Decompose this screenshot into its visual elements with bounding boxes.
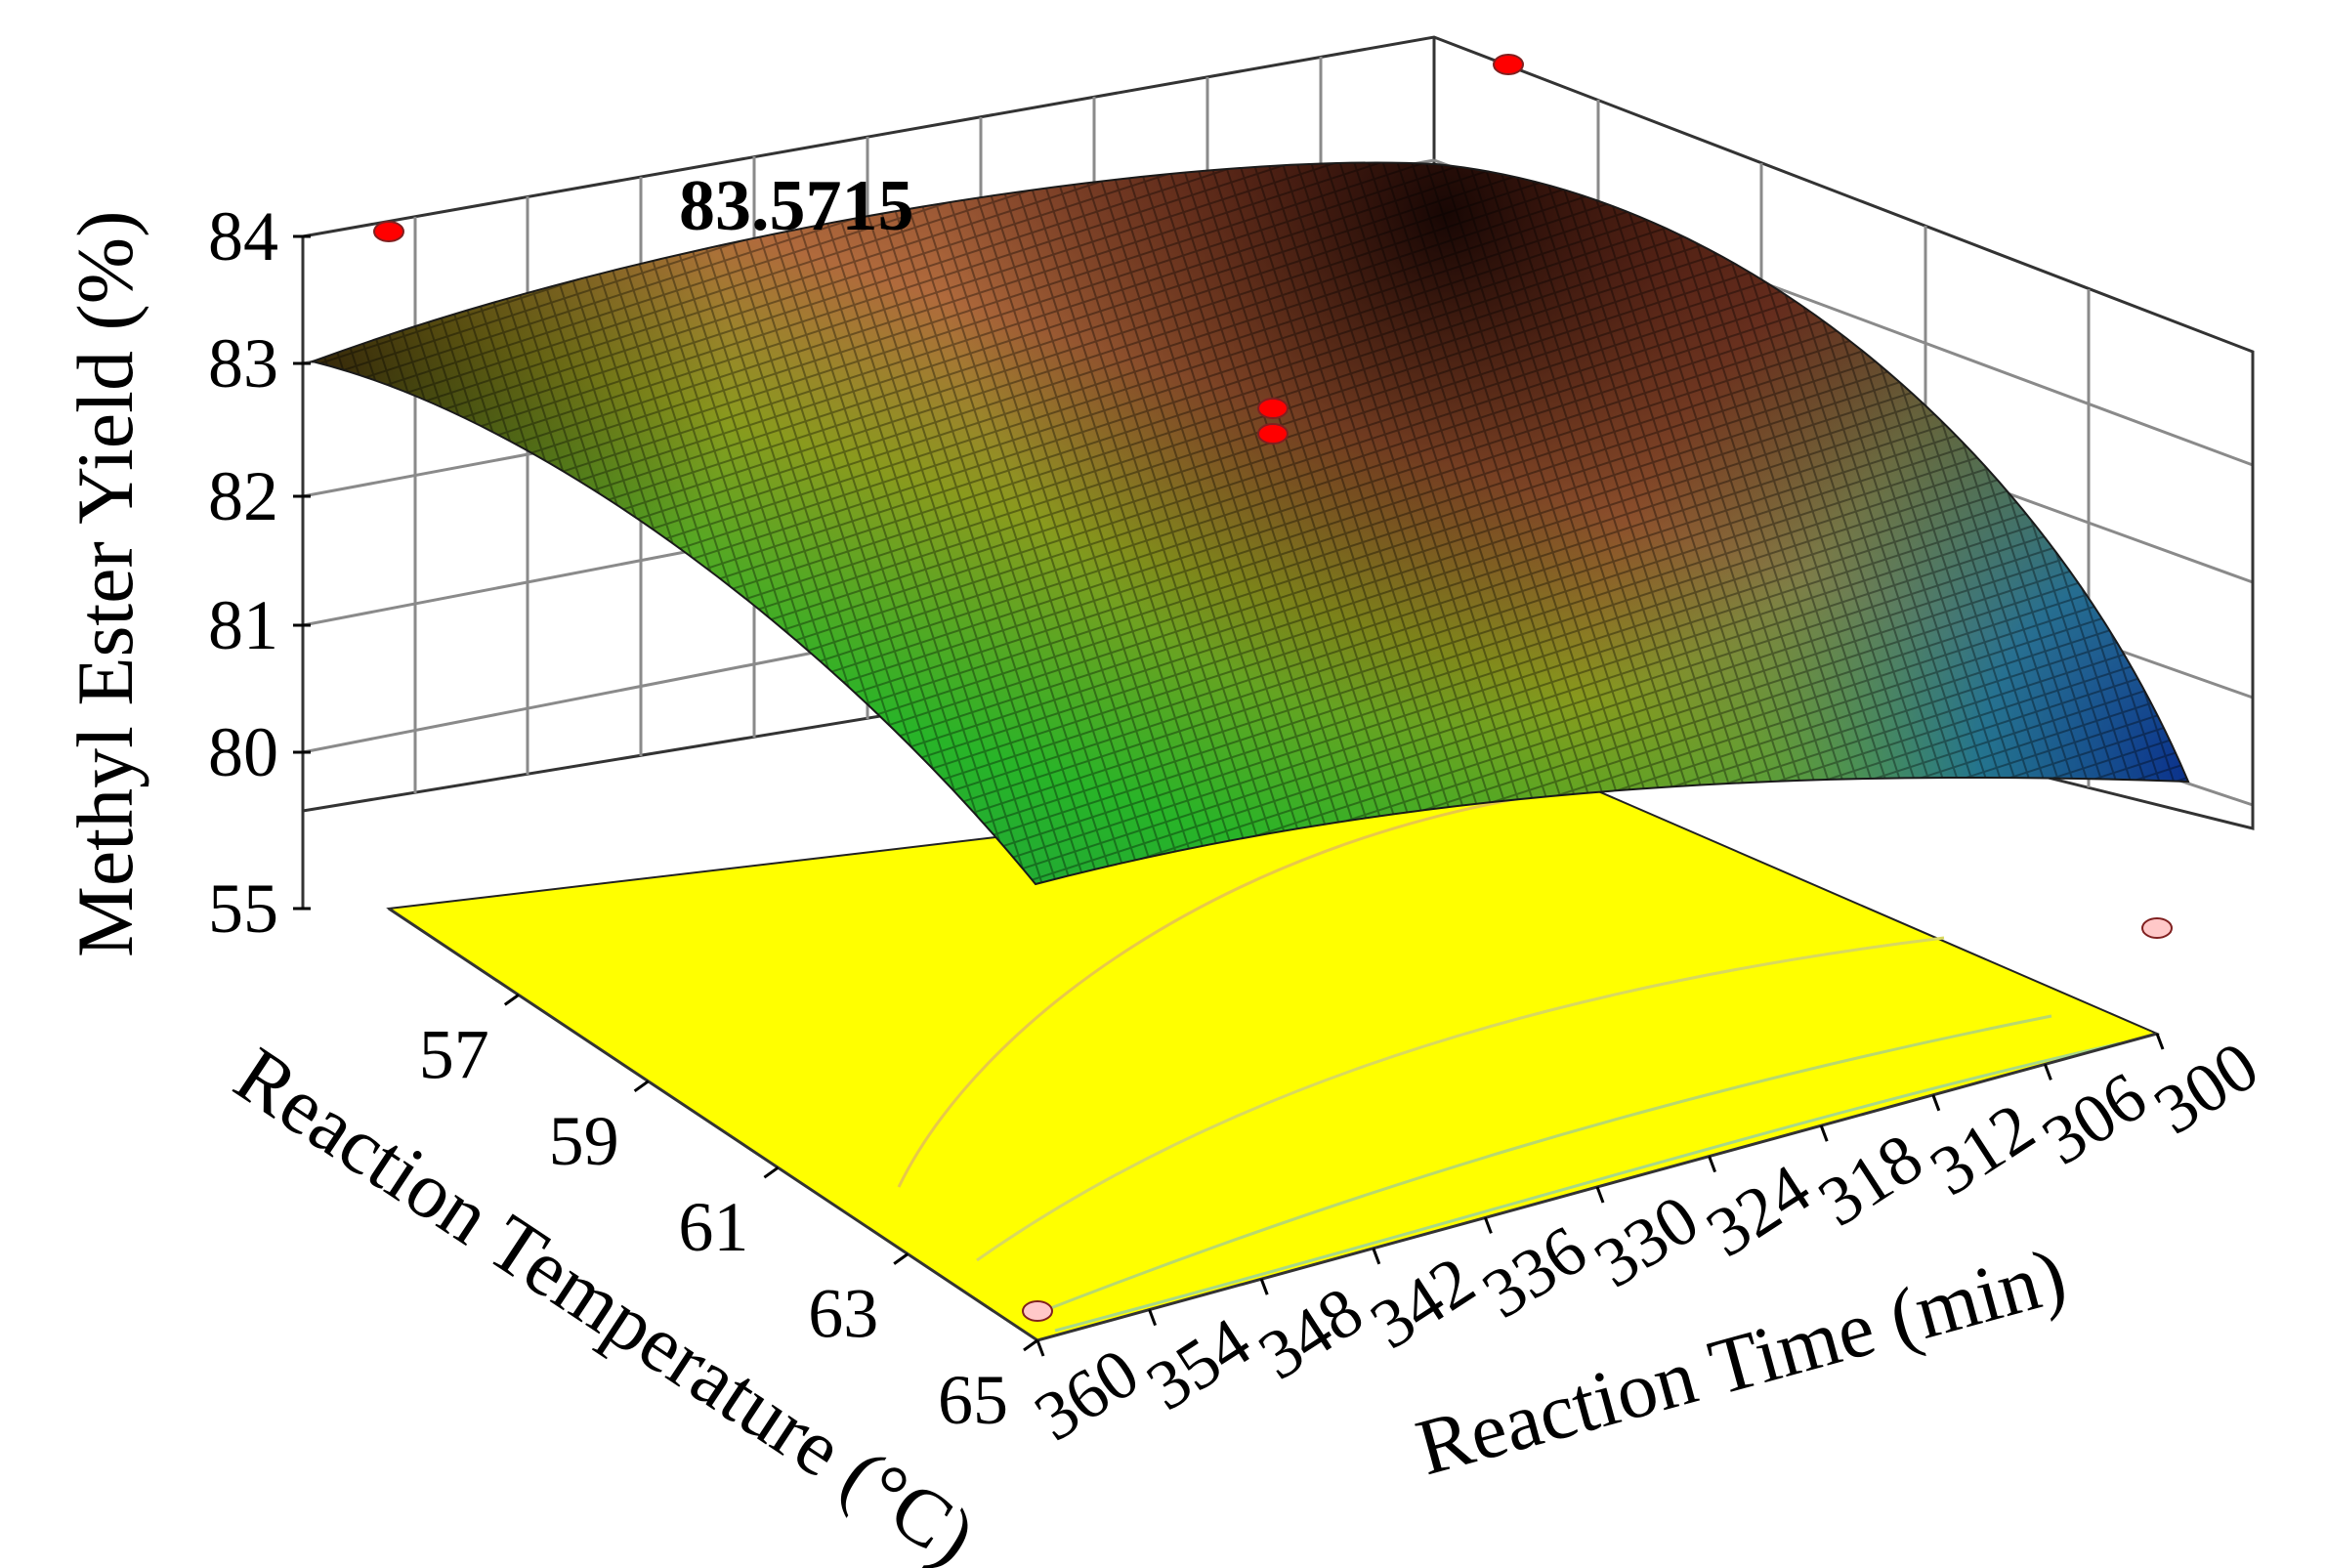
yield-tick-label: 55	[208, 869, 278, 948]
time-tick-mark	[2043, 1063, 2052, 1081]
time-tick-mark	[1595, 1186, 1605, 1204]
temperature-tick-label: 59	[549, 1102, 619, 1180]
time-tick-mark	[1708, 1156, 1717, 1173]
yield-tick-label: 84	[208, 197, 278, 275]
temperature-tick-label: 61	[678, 1188, 748, 1266]
design-point	[1257, 423, 1289, 445]
temperature-tick-mark	[503, 994, 520, 1006]
time-tick-mark	[1036, 1339, 1045, 1357]
floor-plane	[386, 770, 2161, 1342]
temperature-axis-ticks: 57 59 61 63 65	[419, 994, 1038, 1439]
time-tick-mark	[2155, 1033, 2165, 1050]
time-tick-mark	[1148, 1309, 1158, 1327]
yield-axis-title: Methyl Ester Yield (%)	[61, 211, 149, 957]
yield-tick-label: 81	[208, 586, 278, 664]
contour-floor	[386, 770, 2161, 1342]
design-points	[373, 54, 2173, 1322]
yield-tick-label: 80	[208, 713, 278, 791]
temperature-tick-mark	[633, 1080, 650, 1093]
design-point	[1493, 54, 1524, 75]
floor-contour-3	[1035, 1014, 2052, 1316]
temperature-tick-label: 63	[808, 1275, 878, 1353]
time-tick-mark	[1819, 1124, 1829, 1142]
yield-tick-label: 82	[208, 457, 278, 535]
yield-tick-label: 83	[208, 324, 278, 403]
design-point	[1257, 398, 1289, 419]
floor-contour-2	[976, 936, 1945, 1262]
time-tick-mark	[1483, 1216, 1493, 1234]
time-tick-mark	[1372, 1248, 1381, 1265]
temperature-tick-label: 65	[938, 1361, 1008, 1439]
temperature-tick-mark	[1023, 1338, 1038, 1352]
temperature-tick-label: 57	[419, 1015, 489, 1093]
yield-axis-ticks: 55 80 81 82 83 84	[208, 197, 311, 948]
temperature-tick-mark	[763, 1165, 780, 1179]
design-point	[2141, 917, 2173, 939]
response-surface	[309, 161, 2190, 886]
design-point	[373, 221, 404, 242]
design-point	[1022, 1300, 1053, 1322]
time-tick-mark	[1931, 1094, 1941, 1112]
floor-contour-4	[1054, 1041, 2121, 1333]
optimum-annotation: 83.5715	[679, 166, 914, 246]
temperature-tick-mark	[893, 1252, 909, 1265]
time-tick-mark	[1259, 1278, 1269, 1295]
floor-contour-1	[897, 789, 1564, 1188]
